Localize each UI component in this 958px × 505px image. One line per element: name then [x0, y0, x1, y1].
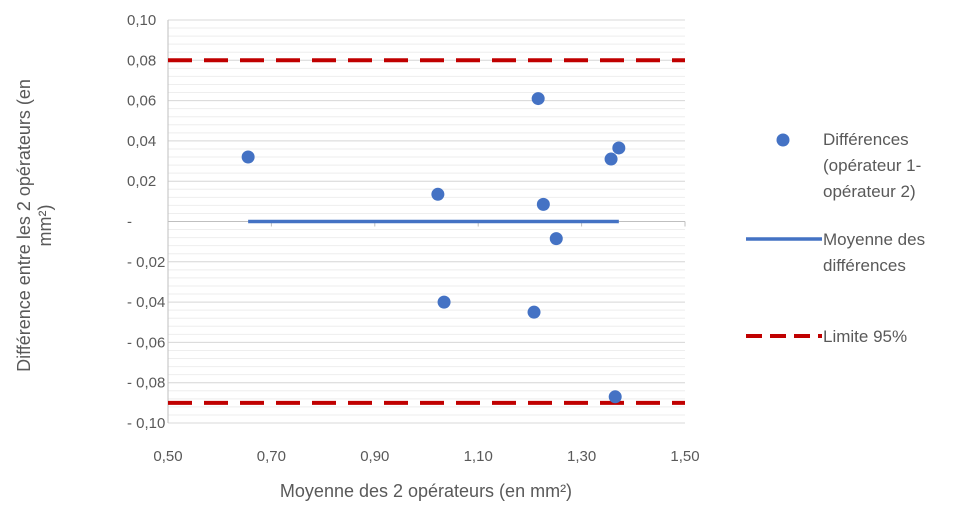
y-tick-label: - 0,02	[127, 254, 165, 271]
y-tick-label: - 0,10	[127, 415, 165, 432]
x-tick-label: 1,30	[567, 448, 596, 465]
y-tick-label: - 0,04	[127, 294, 165, 311]
y-axis-title: Différence entre les 2 opérateurs (enmm²…	[14, 79, 55, 372]
legend-label-differences: (opérateur 1-	[823, 156, 921, 175]
legend-label-mean: différences	[823, 256, 906, 275]
data-points	[241, 92, 626, 404]
data-point	[531, 92, 545, 106]
x-tick-label: 0,70	[257, 448, 286, 465]
legend-label-limit: Limite 95%	[823, 327, 907, 346]
y-axis-title-line: mm²)	[35, 205, 55, 247]
x-axis-title: Moyenne des 2 opérateurs (en mm²)	[280, 481, 572, 501]
y-tick-label: 0,10	[127, 12, 156, 29]
x-tick-label: 1,50	[670, 448, 699, 465]
data-point	[604, 152, 618, 166]
x-tick-label: 1,10	[464, 448, 493, 465]
y-tick-label: -	[127, 214, 132, 231]
y-tick-label: 0,06	[127, 93, 156, 110]
data-point	[536, 197, 550, 211]
x-tick-labels: 0,50 0,70 0,90 1,10 1,30 1,50	[153, 448, 699, 465]
data-point	[241, 150, 255, 164]
legend-label-differences: Différences	[823, 130, 909, 149]
limit-lines	[168, 58, 685, 405]
y-tick-label: 0,04	[127, 133, 156, 150]
x-tick-label: 0,90	[360, 448, 389, 465]
y-tick-label: - 0,06	[127, 334, 165, 351]
legend-label-differences: opérateur 2)	[823, 182, 916, 201]
y-tick-label: 0,02	[127, 173, 156, 190]
y-tick-labels: 0,10 0,08 0,06 0,04 0,02 - - 0,02 - 0,04 - 0,06 -…	[127, 12, 165, 432]
data-point	[612, 141, 626, 155]
data-point	[527, 305, 541, 319]
x-tick-label: 0,50	[153, 448, 182, 465]
y-axis-title-line: Différence entre les 2 opérateurs (en	[14, 79, 34, 372]
y-tick-label: - 0,08	[127, 375, 165, 392]
legend-label-mean: Moyenne des	[823, 230, 925, 249]
y-tick-label: 0,08	[127, 52, 156, 69]
legend: Différences (opérateur 1- opérateur 2) Moye…	[746, 130, 925, 346]
legend-marker-differences	[776, 133, 790, 147]
data-point	[431, 187, 445, 201]
data-point	[608, 390, 622, 404]
data-point	[437, 295, 451, 309]
data-point	[549, 232, 563, 246]
